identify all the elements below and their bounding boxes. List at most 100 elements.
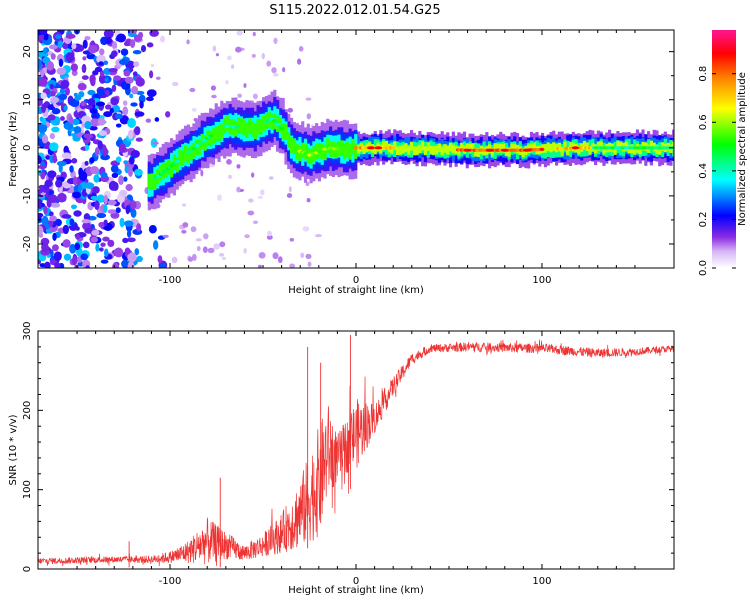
noise-blob — [38, 164, 47, 169]
ridge-peak — [571, 146, 580, 150]
noise-blob — [41, 117, 47, 125]
noise-blob — [104, 77, 109, 83]
noise-blob — [123, 70, 131, 77]
noise-blob — [116, 33, 127, 43]
ridge-peak — [485, 148, 494, 152]
noise-blob — [135, 255, 143, 263]
noise-blob — [43, 205, 48, 215]
noise-blob — [80, 100, 86, 107]
noise-blob — [47, 114, 56, 121]
ridge-cell — [546, 142, 550, 152]
noise-blob — [60, 79, 70, 89]
noise-blob — [159, 263, 166, 268]
ridge-core — [234, 125, 240, 129]
ridge-cell — [496, 144, 500, 153]
noise-blob — [149, 30, 159, 37]
colorbar-tick-label: 0.2 — [698, 211, 709, 227]
noise-blob — [69, 165, 74, 173]
noise-blob — [127, 167, 133, 177]
ridge-cell — [239, 118, 243, 134]
noise-blob — [51, 244, 59, 252]
ridge-cell — [532, 142, 536, 152]
noise-blob — [102, 236, 110, 242]
noise-blob — [272, 252, 279, 260]
noise-blob — [73, 210, 82, 217]
ridge-cell — [301, 142, 305, 158]
noise-blob — [48, 211, 54, 217]
noise-blob — [259, 189, 265, 196]
bottom-axes: -100 0 100 0 100 200 300 — [22, 321, 674, 587]
noise-blob — [136, 223, 142, 232]
ridge-cell — [504, 147, 508, 157]
ridge-cell — [395, 146, 400, 156]
noise-blob — [41, 216, 49, 227]
top-x-axis-label: Height of straight line (km) — [288, 285, 424, 296]
snr-data — [38, 334, 674, 568]
noise-blob — [58, 93, 68, 101]
noise-blob — [69, 98, 80, 108]
noise-blob — [38, 59, 42, 70]
noise-blob — [182, 222, 189, 228]
noise-blob — [100, 154, 110, 161]
colorbar-label: Normalized spectral amplitude — [737, 72, 748, 226]
colorbar-gradient — [712, 30, 736, 268]
noise-blob — [124, 247, 131, 255]
ridge-cell — [373, 138, 377, 152]
noise-blob — [49, 83, 54, 90]
noise-blob — [257, 264, 263, 268]
noise-blob — [87, 98, 96, 106]
noise-blob — [129, 30, 138, 35]
noise-blob — [266, 234, 273, 240]
ridge-cell — [234, 121, 238, 137]
noise-blob — [146, 42, 154, 48]
noise-blob — [92, 70, 99, 76]
noise-blob — [108, 180, 118, 191]
ridge-cell — [437, 143, 441, 153]
noise-blob — [302, 226, 310, 232]
noise-blob — [111, 84, 117, 92]
ridge-cell — [566, 146, 570, 156]
noise-blob — [189, 87, 196, 93]
noise-blob — [268, 176, 274, 180]
noise-blob — [84, 182, 95, 189]
noise-blob — [115, 113, 123, 120]
noise-blob — [57, 192, 67, 203]
noise-blob — [118, 59, 129, 65]
noise-blob — [172, 81, 179, 87]
ridge-cell — [289, 137, 294, 154]
noise-blob — [89, 156, 95, 164]
noise-blob — [134, 111, 145, 117]
noise-blob — [273, 37, 278, 44]
noise-blob — [119, 217, 125, 228]
top-y-axis-label: Frequency (Hz) — [8, 111, 19, 187]
y-tick-label: 200 — [22, 401, 33, 420]
ridge-cell — [189, 145, 193, 161]
noise-blob — [121, 259, 129, 268]
noise-blob — [115, 156, 122, 163]
noise-blob — [131, 86, 139, 95]
ridge-cell — [513, 143, 517, 153]
ridge-cell — [638, 145, 642, 155]
ridge-cell — [655, 145, 659, 155]
ridge-cell — [248, 118, 252, 134]
y-tick-label: 100 — [22, 480, 33, 499]
noise-blob — [272, 72, 279, 77]
noise-blob — [70, 63, 78, 72]
ridge-cell — [309, 149, 313, 165]
noise-blob — [146, 96, 154, 102]
ridge-cell — [351, 138, 355, 155]
noise-blob — [103, 194, 108, 205]
x-tick-label: 0 — [353, 275, 359, 286]
noise-blob — [56, 160, 67, 167]
noise-blob — [130, 149, 140, 158]
ridge-cell — [633, 139, 637, 153]
noise-blob — [50, 53, 56, 60]
ridge-cell — [557, 142, 561, 152]
noise-blob — [118, 175, 124, 186]
ridge-core — [539, 147, 545, 152]
noise-blob — [65, 87, 70, 96]
noise-blob — [63, 105, 68, 111]
ridge-cell — [429, 145, 433, 155]
noise-blob — [62, 239, 71, 248]
noise-blob — [237, 93, 243, 98]
